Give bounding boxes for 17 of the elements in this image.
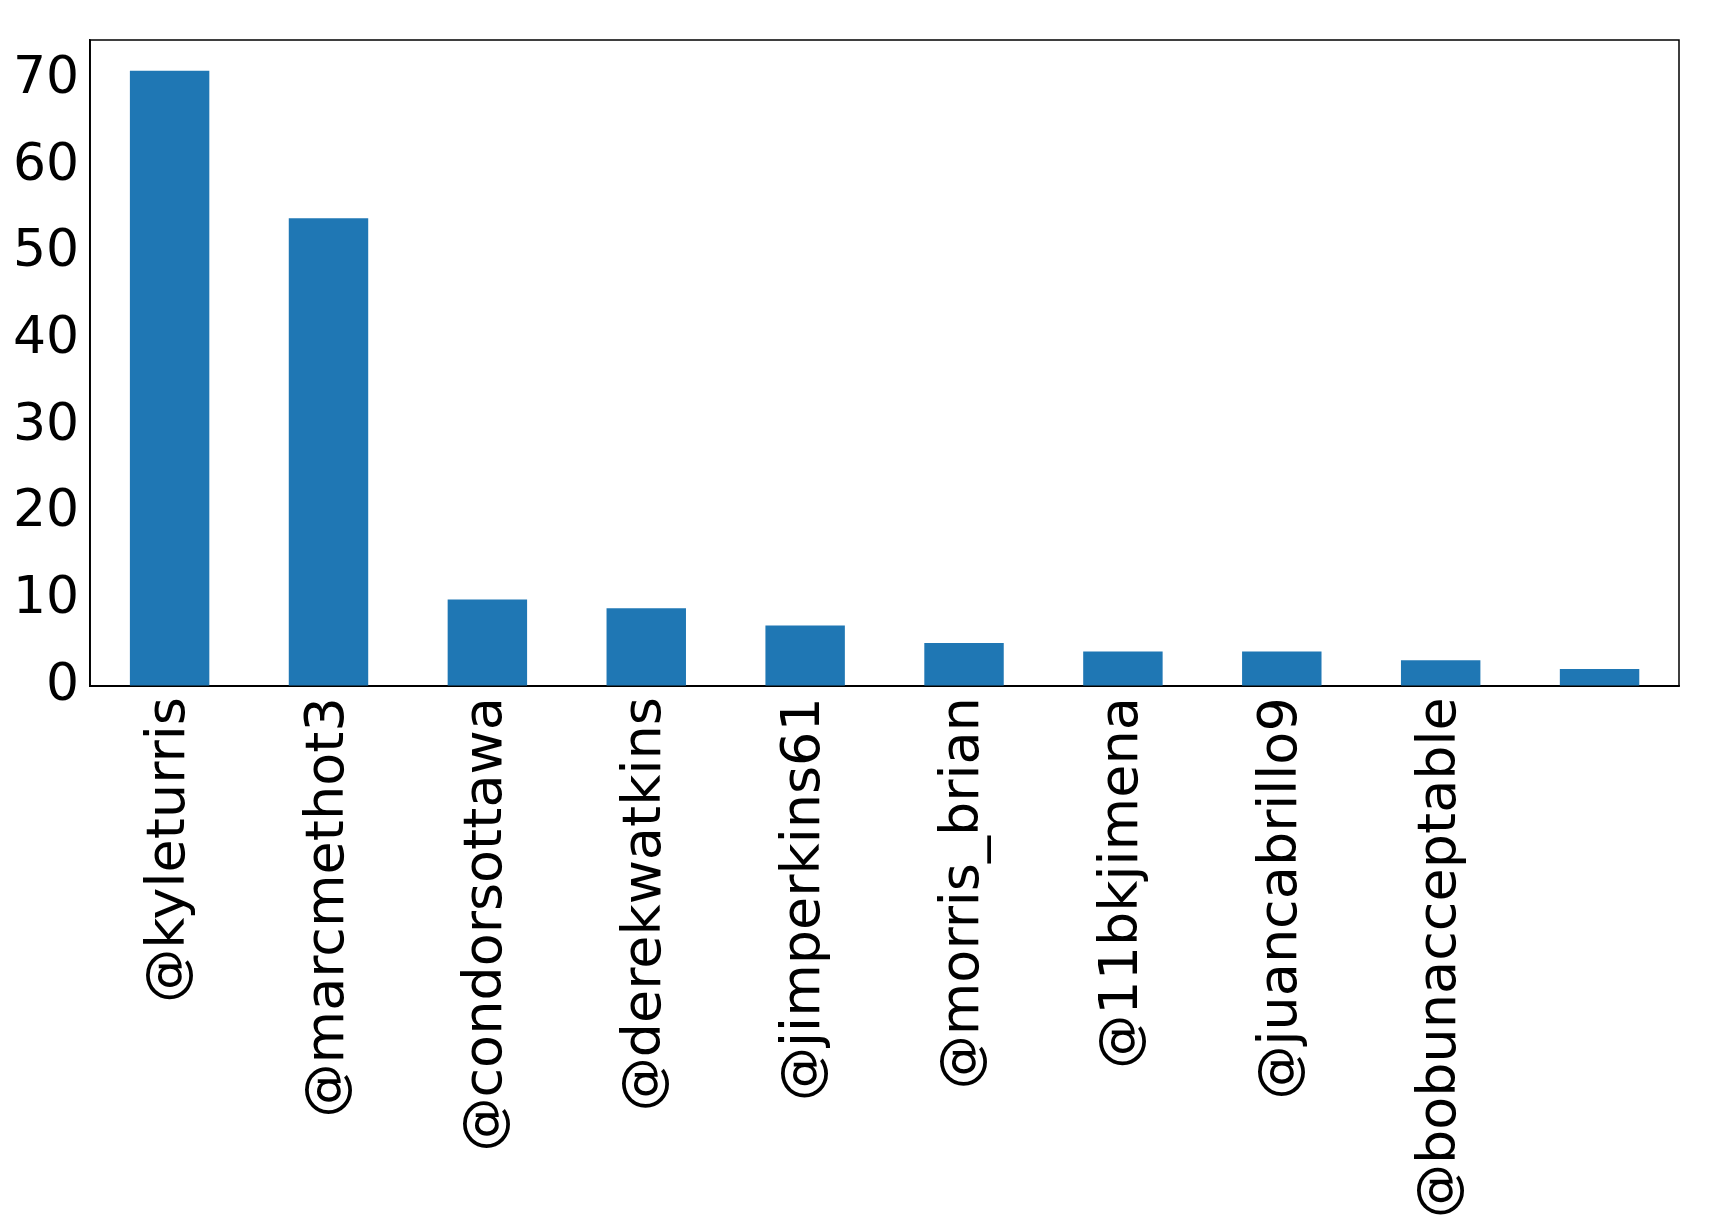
x-tick-label: @morris_brian — [928, 697, 992, 1090]
y-tick-label: 0 — [46, 651, 80, 712]
x-tick-label: @jimperkins61 — [769, 697, 833, 1101]
y-tick-label: 70 — [13, 44, 80, 105]
x-tick-label: @kyleturris — [133, 697, 197, 1003]
x-tick-label: @juancabrillo9 — [1245, 697, 1309, 1100]
x-tick-label: @marcmethot3 — [292, 697, 356, 1118]
x-tick-label: @11bkjimena — [1086, 697, 1150, 1069]
y-tick-label: 40 — [13, 305, 80, 366]
x-tick-label: @derekwatkins — [610, 697, 674, 1112]
y-tick-label: 30 — [13, 391, 80, 452]
x-tick-label: @condorsottawa — [451, 697, 515, 1152]
y-tick-label: 20 — [13, 478, 80, 539]
y-tick-label: 50 — [13, 218, 80, 279]
x-tick-label: @bobunacceptable — [1404, 697, 1468, 1218]
y-tick-label: 10 — [13, 565, 80, 626]
y-tick-label: 60 — [13, 131, 80, 192]
